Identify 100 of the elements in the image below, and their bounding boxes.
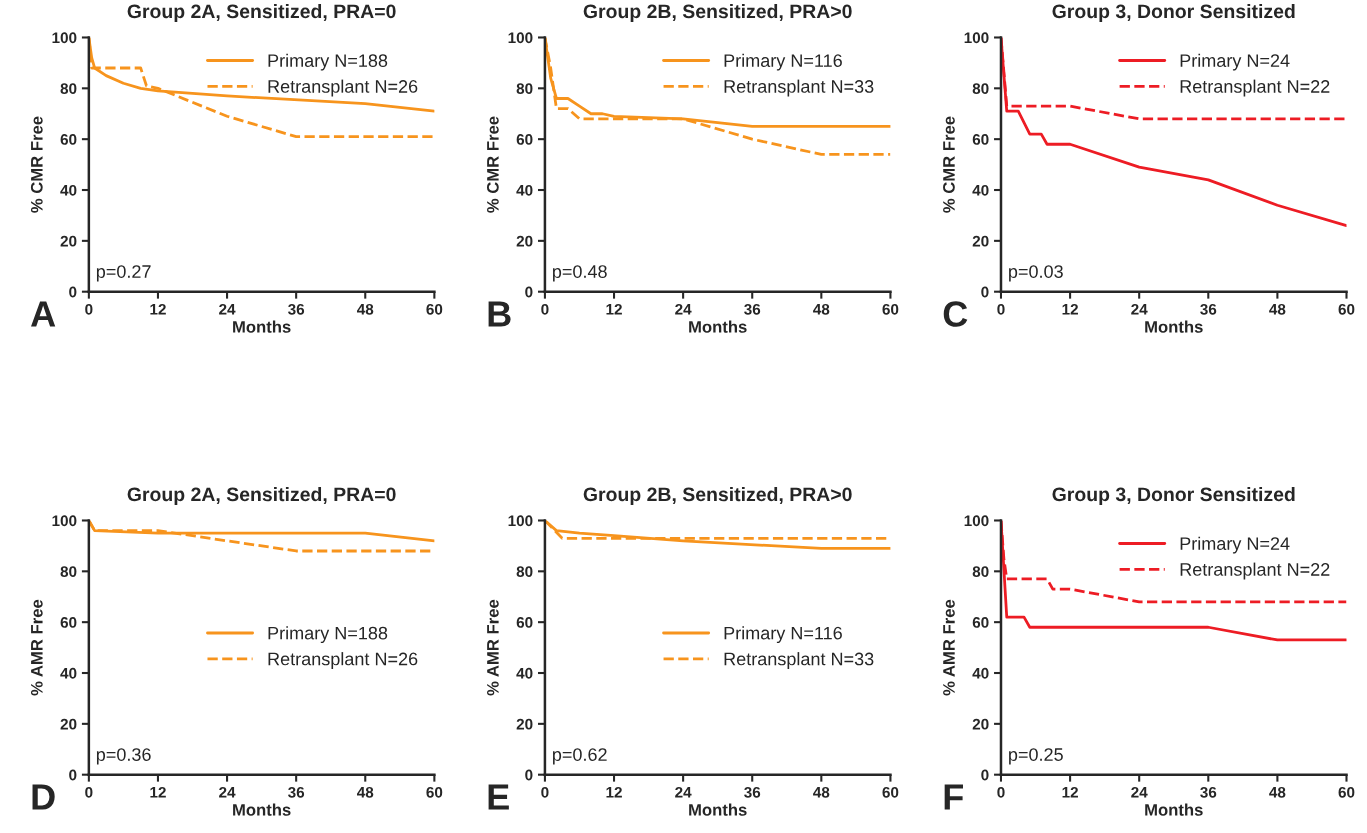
- chart-title: Group 2A, Sensitized, PRA=0: [127, 486, 396, 506]
- legend-label: Retransplant N=26: [268, 79, 418, 97]
- x-tick-label: 36: [288, 303, 305, 315]
- x-axis-title: Months: [689, 320, 747, 333]
- x-tick-label: 48: [813, 303, 830, 315]
- y-tick-label: 100: [508, 515, 533, 527]
- x-tick-label: 48: [357, 303, 374, 315]
- x-tick-label: 36: [744, 303, 761, 315]
- legend-label: Retransplant N=22: [1180, 79, 1330, 97]
- x-tick-label: 48: [1269, 786, 1286, 798]
- x-tick-label: 24: [219, 786, 236, 798]
- y-tick-label: 60: [516, 134, 533, 145]
- x-tick-label: 12: [150, 786, 166, 798]
- chart-title: Group 2B, Sensitized, PRA>0: [583, 3, 852, 23]
- y-tick-label: 80: [516, 566, 533, 578]
- chart-title: Group 2A, Sensitized, PRA=0: [127, 3, 396, 23]
- y-tick-label: 100: [964, 515, 989, 527]
- annotation: p=0.36: [96, 748, 151, 765]
- y-tick-label: 40: [516, 667, 533, 679]
- y-tick-label: 40: [972, 184, 989, 196]
- y-tick-label: 20: [60, 235, 77, 247]
- x-tick-label: 60: [882, 303, 899, 315]
- y-axis-title: % AMR Free: [30, 599, 43, 696]
- x-tick-label: 36: [1200, 303, 1217, 315]
- legend-label: Primary N=188: [268, 53, 388, 71]
- y-tick-label: 100: [52, 32, 77, 44]
- y-tick-label: 100: [964, 32, 989, 44]
- y-tick-label: 60: [60, 134, 77, 145]
- text: F: [944, 784, 963, 810]
- x-tick-label: 0: [541, 786, 549, 798]
- x-tick-label: 12: [606, 303, 622, 315]
- x-tick-label: 24: [675, 303, 692, 315]
- chart-title: Group 3, Donor Sensitized: [1052, 486, 1295, 506]
- y-tick-label: 80: [972, 83, 989, 95]
- y-tick-label: 40: [60, 184, 77, 196]
- legend-label: Retransplant N=26: [268, 652, 418, 669]
- x-tick-label: 60: [426, 786, 443, 798]
- y-tick-label: 100: [52, 515, 77, 527]
- legend-label: Primary N=24: [1180, 536, 1290, 554]
- x-tick-label: 0: [997, 303, 1005, 315]
- x-tick-label: 24: [675, 786, 692, 798]
- legend-label: Primary N=24: [1180, 53, 1290, 71]
- text: C: [943, 301, 968, 327]
- legend-label: Retransplant N=22: [1180, 562, 1330, 580]
- x-tick-label: 36: [744, 786, 761, 798]
- y-axis-title: % CMR Free: [30, 116, 43, 213]
- y-tick-label: 60: [972, 617, 989, 628]
- x-tick-label: 60: [1338, 786, 1355, 798]
- y-tick-label: 0: [69, 286, 77, 298]
- x-tick-label: 48: [357, 786, 374, 798]
- text: D: [32, 784, 55, 810]
- text: B: [488, 301, 511, 327]
- x-tick-label: 0: [85, 786, 93, 798]
- annotation: p=0.27: [96, 265, 151, 282]
- x-tick-label: 60: [426, 303, 443, 315]
- chart-title: Group 2B, Sensitized, PRA>0: [583, 486, 852, 506]
- x-tick-label: 60: [1338, 303, 1355, 315]
- y-tick-label: 80: [972, 566, 989, 578]
- x-tick-label: 36: [288, 786, 305, 798]
- y-axis-title: % CMR Free: [486, 116, 499, 213]
- x-tick-label: 12: [606, 786, 622, 798]
- annotation: p=0.62: [553, 748, 607, 765]
- y-tick-label: 80: [60, 566, 77, 578]
- x-tick-label: 48: [813, 786, 830, 798]
- y-tick-label: 20: [972, 718, 989, 730]
- x-tick-label: 36: [1200, 786, 1217, 798]
- y-tick-label: 100: [508, 32, 533, 44]
- y-axis-title: % AMR Free: [943, 599, 955, 696]
- y-tick-label: 40: [60, 667, 77, 679]
- x-tick-label: 48: [1269, 303, 1286, 315]
- x-tick-label: 24: [1131, 303, 1148, 315]
- y-tick-label: 0: [525, 286, 533, 298]
- y-axis-title: % AMR Free: [487, 599, 499, 696]
- legend-label: Primary N=116: [724, 53, 842, 71]
- x-axis-title: Months: [689, 803, 747, 816]
- legend-label: Primary N=188: [268, 626, 388, 644]
- legend-label: Retransplant N=33: [724, 79, 874, 97]
- y-tick-label: 20: [516, 718, 533, 730]
- y-tick-label: 40: [972, 667, 989, 679]
- x-axis-title: Months: [233, 320, 291, 333]
- x-tick-label: 0: [85, 303, 93, 315]
- y-tick-label: 0: [981, 286, 989, 298]
- annotation: p=0.03: [1009, 265, 1063, 282]
- y-tick-label: 40: [516, 184, 533, 196]
- x-tick-label: 24: [219, 303, 236, 315]
- y-tick-label: 60: [60, 617, 77, 628]
- annotation: p=0.48: [553, 265, 607, 282]
- y-tick-label: 80: [60, 83, 77, 95]
- x-axis-title: Months: [1145, 803, 1203, 816]
- y-tick-label: 60: [972, 134, 989, 145]
- x-axis-title: Months: [1145, 320, 1203, 333]
- legend-label: Primary N=116: [724, 626, 842, 644]
- x-tick-label: 24: [1131, 786, 1148, 798]
- y-tick-label: 20: [516, 235, 533, 247]
- x-axis-title: Months: [233, 803, 291, 816]
- y-tick-label: 0: [525, 769, 533, 781]
- x-tick-label: 60: [882, 786, 899, 798]
- y-axis-title: % CMR Free: [943, 116, 955, 213]
- x-tick-label: 12: [1062, 303, 1078, 315]
- chart-title: Group 3, Donor Sensitized: [1052, 3, 1295, 23]
